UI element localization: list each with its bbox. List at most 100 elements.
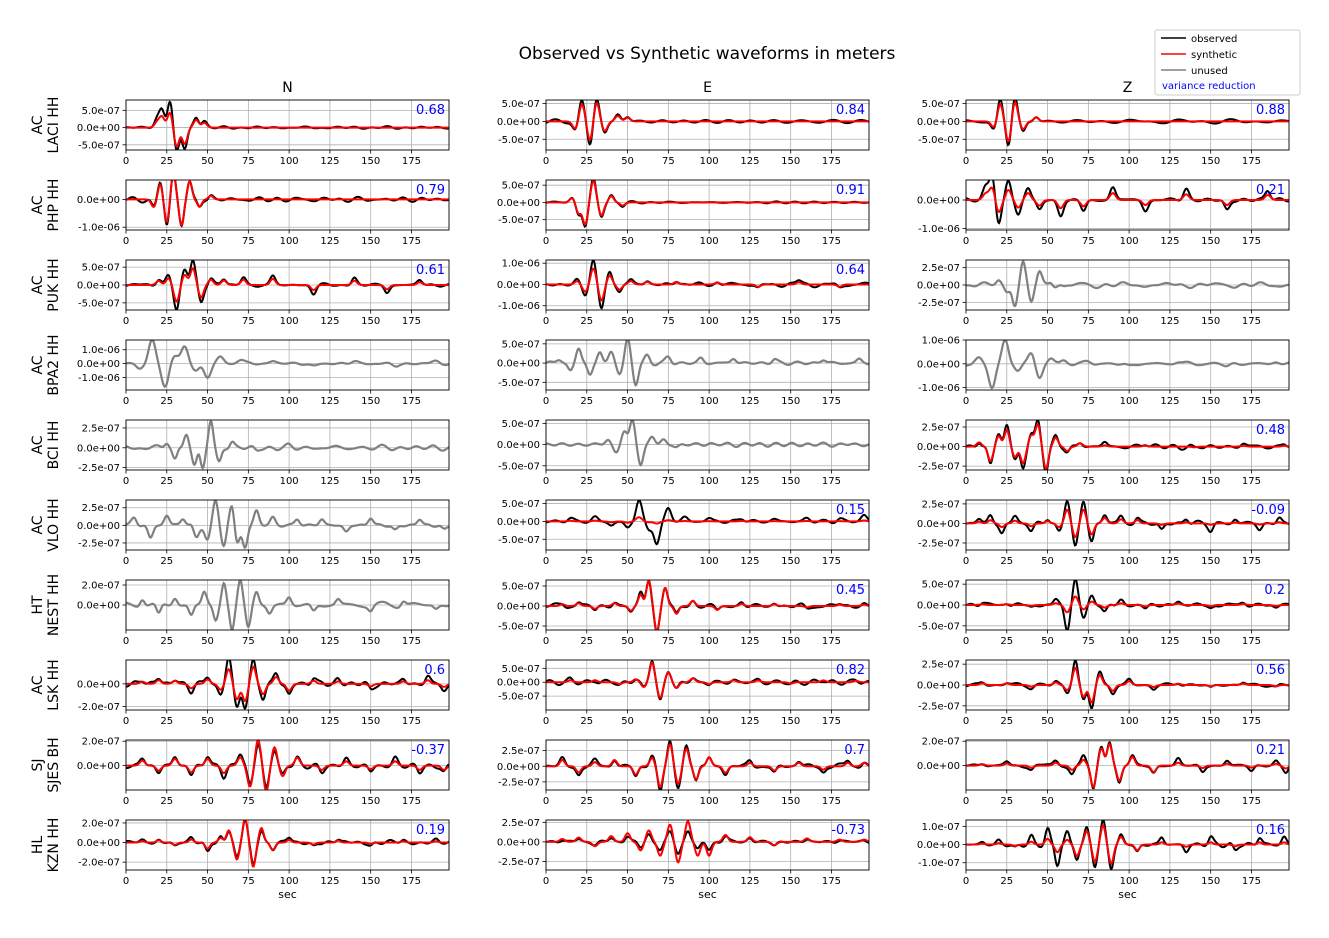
x-tick-label: 0 [963, 716, 969, 727]
y-tick-label: -2.5e-07 [498, 857, 540, 868]
row-network: AC [30, 435, 46, 454]
x-axis-label: sec [278, 888, 297, 901]
x-tick-label: 0 [543, 796, 549, 807]
x-tick-label: 25 [580, 636, 593, 647]
x-tick-label: 175 [402, 556, 421, 567]
x-tick-label: 25 [1000, 476, 1013, 487]
x-tick-label: 150 [361, 316, 380, 327]
x-tick-label: 75 [662, 876, 675, 887]
x-tick-label: 0 [123, 876, 129, 887]
x-tick-label: 25 [580, 876, 593, 887]
x-tick-label: 150 [1201, 876, 1220, 887]
x-tick-label: 125 [1160, 876, 1179, 887]
y-tick-label: 0.0e+00 [917, 761, 960, 772]
y-tick-label: -2.5e-07 [78, 538, 120, 549]
x-tick-label: 150 [781, 236, 800, 247]
x-tick-label: 175 [402, 796, 421, 807]
y-tick-label: 2.5e-07 [82, 423, 120, 434]
row-label-2: AC PUK HH [30, 258, 62, 311]
traces [126, 740, 449, 790]
x-tick-label: 175 [1242, 716, 1261, 727]
x-tick-label: 75 [242, 156, 255, 167]
x-tick-label: 25 [160, 316, 173, 327]
y-tick-label: 0.0e+00 [917, 442, 960, 453]
x-tick-label: 25 [580, 716, 593, 727]
x-tick-label: 50 [1041, 396, 1054, 407]
x-tick-label: 125 [740, 716, 759, 727]
panel-4-n: 0 25 50 75 100 125 150 175 2.5e-07 0.0e+00 -2.5e-0… [77, 419, 450, 487]
y-tick-label: 0.0e+00 [497, 117, 540, 128]
x-tick-label: 75 [242, 636, 255, 647]
y-tick-label: -1.0e-07 [918, 858, 960, 869]
traces [966, 420, 1289, 470]
x-tick-label: 75 [662, 236, 675, 247]
x-tick-label: 150 [361, 156, 380, 167]
x-tick-label: 100 [1120, 236, 1139, 247]
synthetic-trace [546, 516, 869, 525]
x-axis-label: sec [698, 888, 717, 901]
axes-frame [125, 99, 450, 151]
axes-frame [125, 499, 450, 551]
variance-reduction-value: 0.68 [416, 103, 445, 118]
x-tick-label: 150 [361, 396, 380, 407]
x-tick-label: 50 [201, 236, 214, 247]
variance-reduction-value: 0.88 [1256, 103, 1285, 118]
traces [126, 500, 449, 549]
x-tick-label: 100 [700, 796, 719, 807]
x-tick-label: 100 [280, 476, 299, 487]
y-tick-label: 0.0e+00 [77, 195, 120, 206]
x-tick-label: 175 [402, 156, 421, 167]
row-network: HL [30, 836, 46, 855]
panel-8-n: 0 25 50 75 100 125 150 175 2.0e-07 0.0e+00 -0.37 [77, 737, 450, 807]
traces [966, 660, 1289, 709]
x-tick-label: 0 [963, 796, 969, 807]
y-tick-label: 5.0e-07 [502, 419, 540, 430]
x-tick-label: 25 [1000, 396, 1013, 407]
traces [546, 420, 869, 467]
x-tick-label: 125 [320, 396, 339, 407]
x-tick-label: 0 [963, 156, 969, 167]
y-tick-label: 0.0e+00 [497, 678, 540, 689]
y-tick-label: -1.0e-06 [918, 224, 960, 235]
x-tick-label: 0 [543, 156, 549, 167]
x-tick-label: 125 [740, 396, 759, 407]
synthetic-trace [966, 508, 1289, 539]
x-tick-label: 150 [1201, 236, 1220, 247]
x-tick-label: 75 [1082, 876, 1095, 887]
y-tick-label: 1.0e-07 [922, 822, 960, 833]
synthetic-trace [546, 267, 869, 302]
y-tick-label: 0.0e+00 [77, 761, 120, 772]
x-tick-label: 0 [963, 396, 969, 407]
x-tick-label: 0 [123, 236, 129, 247]
row-label-9: HL KZN HH [30, 818, 62, 873]
y-tick-label: 0.0e+00 [77, 601, 120, 612]
row-label-5: AC VLO HH [30, 498, 62, 551]
y-tick-label: 0.0e+00 [497, 359, 540, 370]
y-tick-label: 5.0e-07 [502, 99, 540, 110]
x-tick-label: 0 [123, 156, 129, 167]
x-tick-label: 50 [201, 476, 214, 487]
x-tick-label: 50 [1041, 636, 1054, 647]
axes-frame [965, 259, 1290, 311]
traces [546, 580, 869, 630]
axes-frame [545, 179, 870, 231]
row-network: AC [30, 195, 46, 214]
unused-trace [126, 500, 449, 549]
legend-label-synthetic: synthetic [1191, 50, 1237, 61]
column-title-n: N [282, 80, 292, 96]
x-tick-label: 100 [280, 556, 299, 567]
y-tick-label: 0.0e+00 [497, 602, 540, 613]
panel-7-z: 0 25 50 75 100 125 150 175 2.5e-07 0.0e+00 -2.5e-0… [917, 659, 1290, 727]
traces [126, 100, 449, 150]
x-tick-label: 175 [822, 716, 841, 727]
traces [126, 180, 449, 228]
axes-frame [545, 739, 870, 791]
x-tick-label: 100 [700, 396, 719, 407]
y-tick-label: 2.5e-07 [922, 423, 960, 434]
y-tick-label: 0.0e+00 [917, 359, 960, 370]
x-tick-label: 0 [543, 876, 549, 887]
x-tick-label: 125 [740, 236, 759, 247]
y-tick-label: -1.0e-06 [498, 301, 540, 312]
synthetic-trace [546, 580, 869, 630]
x-tick-label: 125 [320, 556, 339, 567]
